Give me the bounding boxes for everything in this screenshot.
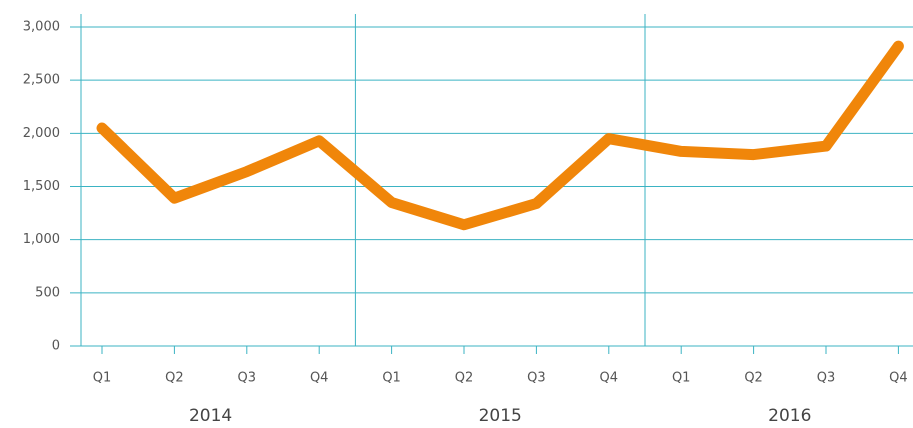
x-tick-label: Q4: [889, 371, 908, 386]
x-tick-label: Q2: [165, 371, 184, 386]
x-tick-label: Q3: [238, 371, 257, 386]
x-tick-label: Q1: [93, 371, 112, 386]
x-tick-label: Q1: [382, 371, 401, 386]
x-tick-label: Q2: [744, 371, 763, 386]
group-label: 2016: [768, 406, 811, 426]
x-tick-label: Q4: [600, 371, 619, 386]
x-tick-label: Q1: [672, 371, 691, 386]
y-tick-label: 3,000: [23, 20, 60, 35]
group-label: 2015: [479, 406, 522, 426]
y-tick-label: 0: [52, 339, 60, 354]
x-tick-label: Q3: [817, 371, 836, 386]
x-tick-label: Q3: [527, 371, 546, 386]
x-tick-label: Q2: [455, 371, 474, 386]
y-tick-label: 2,500: [23, 73, 60, 88]
group-label: 2014: [189, 406, 232, 426]
line: [96, 40, 904, 231]
y-tick-label: 1,500: [23, 179, 60, 194]
y-tick-label: 1,000: [23, 232, 60, 247]
y-tick-label: 500: [35, 285, 60, 300]
x-tick-label: Q4: [310, 371, 329, 386]
y-tick-label: 2,000: [23, 126, 60, 141]
